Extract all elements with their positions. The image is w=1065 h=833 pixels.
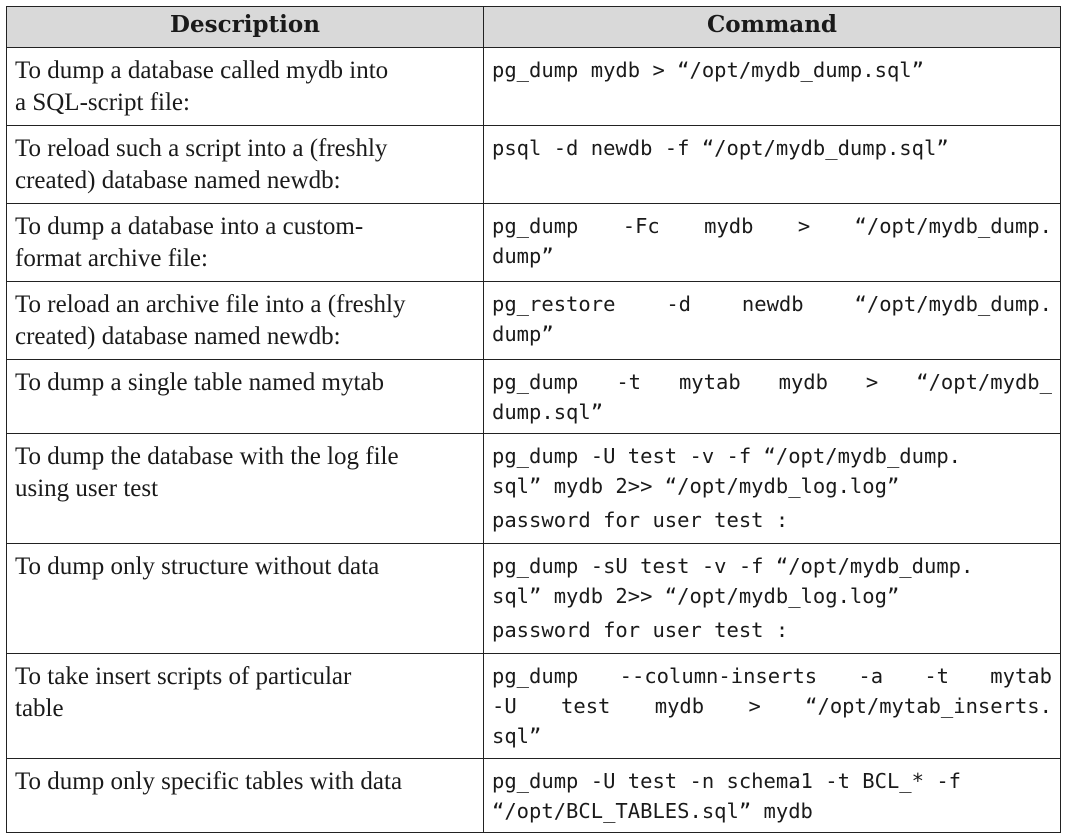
description-cell: To dump a database called mydb into a SQ…	[6, 47, 484, 126]
description-line: To reload such a script into a (freshly	[15, 135, 388, 162]
command-line: pg_dump -Fc mydb > “/opt/mydb_dump.	[492, 214, 1052, 238]
description-cell: To dump only specific tables with data	[6, 758, 484, 833]
command-line: pg_dump -sU test -v -f “/opt/mydb_dump.	[492, 554, 974, 578]
description-line: To reload an archive file into a (freshl…	[15, 291, 406, 318]
command-line: pg_dump -t mytab mydb > “/opt/mydb_	[492, 370, 1052, 394]
table-row: To take insert scripts of particular tab…	[6, 653, 1061, 759]
description-line: a SQL-script file:	[15, 89, 190, 116]
description-line: To dump a database into a custom-	[15, 213, 364, 240]
description-line: To dump a database called mydb into	[15, 57, 389, 84]
description-cell: To dump a single table named mytab	[6, 359, 484, 434]
command-line: pg_dump -U test -v -f “/opt/mydb_dump.	[492, 444, 961, 468]
command-line: password for user test :	[492, 508, 789, 532]
command-line: sql”	[492, 724, 542, 748]
command-cell: pg_dump mydb > “/opt/mydb_dump.sql”	[483, 47, 1061, 126]
command-cell: pg_dump -sU test -v -f “/opt/mydb_dump. …	[483, 543, 1061, 654]
table-row: To dump a database called mydb into a SQ…	[6, 47, 1061, 126]
command-cell: pg_restore -d newdb “/opt/mydb_dump. dum…	[483, 281, 1061, 360]
description-line: To take insert scripts of particular	[15, 663, 352, 690]
description-line: using user test	[15, 475, 159, 502]
command-line: password for user test :	[492, 618, 789, 642]
command-line: pg_dump -U test -n schema1 -t BCL_* -f	[492, 769, 961, 793]
table-row: To reload such a script into a (freshly …	[6, 125, 1061, 204]
header-description: Description	[6, 6, 484, 48]
table-row: To dump only structure without data pg_d…	[6, 543, 1061, 654]
command-line: psql -d newdb -f “/opt/mydb_dump.sql”	[492, 136, 949, 160]
description-line: table	[15, 695, 64, 722]
table-row: To dump a database into a custom- format…	[6, 203, 1061, 282]
command-line: dump”	[492, 244, 554, 268]
description-cell: To take insert scripts of particular tab…	[6, 653, 484, 759]
description-cell: To dump the database with the log file u…	[6, 433, 484, 544]
description-line: To dump only specific tables with data	[15, 768, 403, 795]
command-cell: pg_dump -U test -n schema1 -t BCL_* -f “…	[483, 758, 1061, 833]
command-line: “/opt/BCL_TABLES.sql” mydb	[492, 799, 813, 823]
command-cell: pg_dump -t mytab mydb > “/opt/mydb_ dump…	[483, 359, 1061, 434]
description-line: To dump the database with the log file	[15, 443, 399, 470]
description-line: To dump a single table named mytab	[15, 369, 384, 396]
description-cell: To reload an archive file into a (freshl…	[6, 281, 484, 360]
command-line: pg_dump mydb > “/opt/mydb_dump.sql”	[492, 58, 924, 82]
description-cell: To dump only structure without data	[6, 543, 484, 654]
command-line: -U test mydb > “/opt/mytab_inserts.	[492, 694, 1052, 718]
command-line: sql” mydb 2>> “/opt/mydb_log.log”	[492, 584, 900, 608]
command-cell: pg_dump --column-inserts -a -t mytab -U …	[483, 653, 1061, 759]
description-line: format archive file:	[15, 245, 208, 272]
table-row: To reload an archive file into a (freshl…	[6, 281, 1061, 360]
command-line: dump.sql”	[492, 400, 604, 424]
table-row: To dump a single table named mytab pg_du…	[6, 359, 1061, 434]
command-cell: pg_dump -U test -v -f “/opt/mydb_dump. s…	[483, 433, 1061, 544]
header-command: Command	[483, 6, 1061, 48]
commands-table: Description Command To dump a database c…	[6, 6, 1061, 833]
table-row: To dump only specific tables with data p…	[6, 758, 1061, 833]
command-line: sql” mydb 2>> “/opt/mydb_log.log”	[492, 474, 900, 498]
command-line: pg_dump --column-inserts -a -t mytab	[492, 664, 1052, 688]
description-line: To dump only structure without data	[15, 553, 380, 580]
description-line: created) database named newdb:	[15, 323, 341, 350]
description-line: created) database named newdb:	[15, 167, 341, 194]
command-line: pg_restore -d newdb “/opt/mydb_dump.	[492, 292, 1052, 316]
description-cell: To dump a database into a custom- format…	[6, 203, 484, 282]
header-row: Description Command	[6, 6, 1061, 48]
command-line: dump”	[492, 322, 554, 346]
command-cell: psql -d newdb -f “/opt/mydb_dump.sql”	[483, 125, 1061, 204]
table-row: To dump the database with the log file u…	[6, 433, 1061, 544]
command-cell: pg_dump -Fc mydb > “/opt/mydb_dump. dump…	[483, 203, 1061, 282]
description-cell: To reload such a script into a (freshly …	[6, 125, 484, 204]
